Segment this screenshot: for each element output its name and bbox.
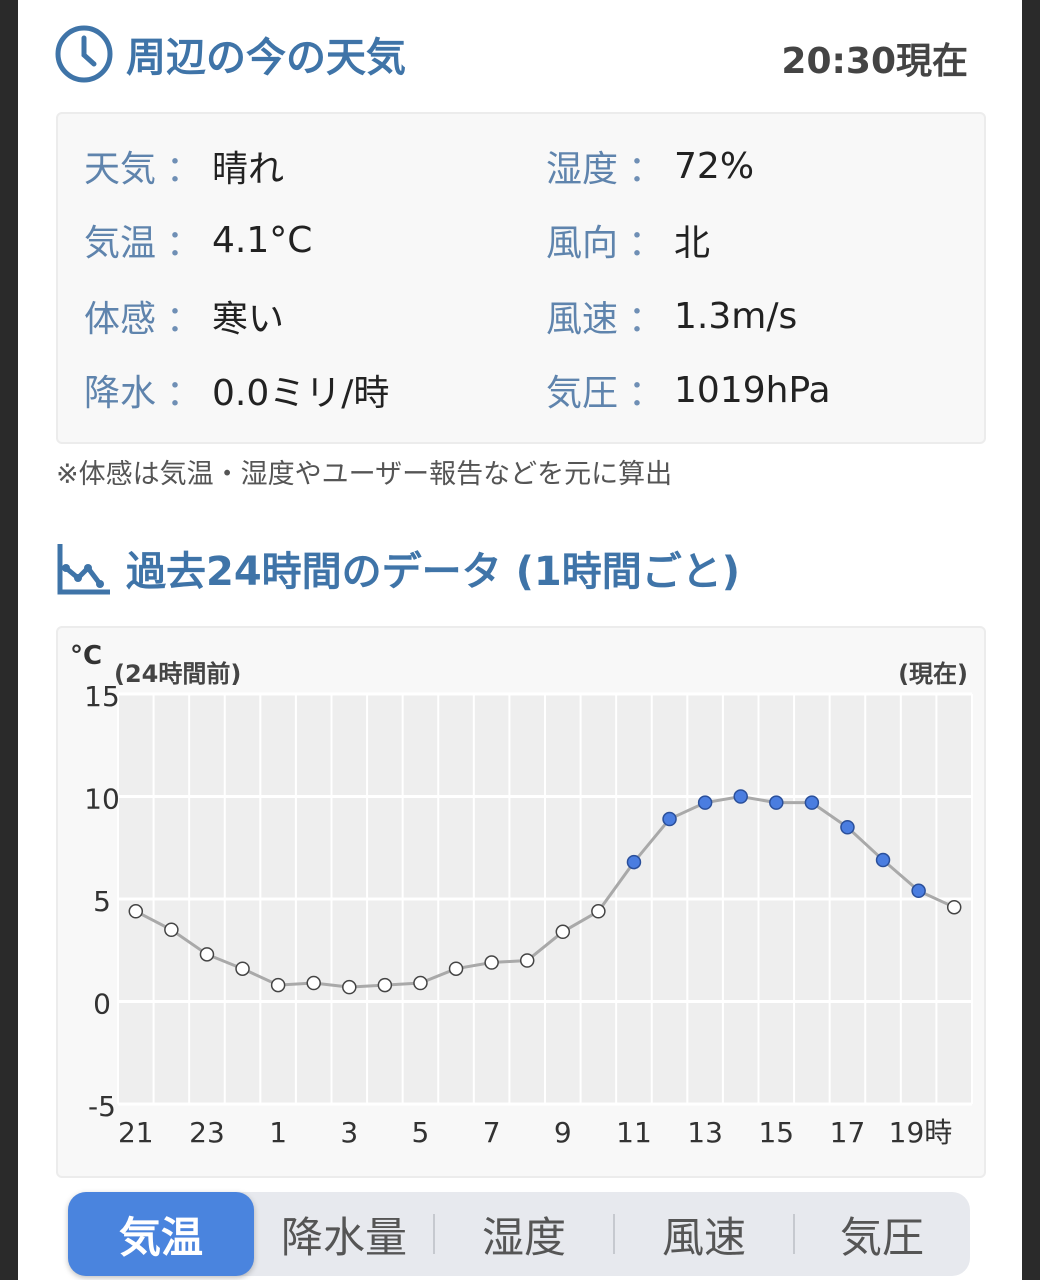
condition-label: 風速 xyxy=(546,299,619,340)
condition-separator: ： xyxy=(166,373,203,414)
condition-value: 0.0ミリ/時 xyxy=(212,373,390,414)
tab-divider xyxy=(613,1214,615,1254)
condition-1: 湿度： 72% xyxy=(546,140,754,192)
condition-value: 4.1°C xyxy=(212,219,313,261)
tab-2[interactable]: 湿度 xyxy=(481,1212,566,1262)
condition-4: 体感：寒い xyxy=(84,290,284,342)
condition-label: 風向 xyxy=(546,223,619,264)
tab-4[interactable]: 気圧 xyxy=(839,1212,924,1262)
condition-separator: ： xyxy=(628,223,665,264)
condition-label: 気温 xyxy=(84,223,157,264)
condition-label: 湿度 xyxy=(546,149,619,190)
condition-separator: ： xyxy=(166,149,203,190)
condition-label: 天気 xyxy=(84,149,157,190)
tab-0[interactable]: 気温 xyxy=(68,1192,254,1276)
current-weather-title: 周辺の今の天気 xyxy=(126,35,406,81)
current-weather-header: 周辺の今の天気 xyxy=(54,24,406,84)
condition-3: 風向：北 xyxy=(546,214,710,266)
temperature-chart-panel xyxy=(56,626,986,1178)
condition-6: 降水： 0.0ミリ/時 xyxy=(84,364,389,416)
condition-5: 風速： 1.3m/s xyxy=(546,290,797,342)
condition-label: 降水 xyxy=(84,373,157,414)
condition-value: 北 xyxy=(674,223,711,264)
condition-separator: ： xyxy=(166,299,203,340)
feels-like-note: ※体感は気温・湿度やユーザー報告などを元に算出 xyxy=(56,459,673,490)
condition-value: 1019hPa xyxy=(674,369,831,411)
condition-label: 体感 xyxy=(84,299,157,340)
clock-icon xyxy=(54,24,114,84)
condition-separator: ： xyxy=(628,373,665,414)
data-type-tabs: 気温 降水量 湿度 風速 気圧 xyxy=(68,1192,970,1276)
tab-divider xyxy=(793,1214,795,1254)
history-header: 過去24時間のデータ (1時間ごと) xyxy=(54,538,740,598)
condition-value: 寒い xyxy=(212,299,285,340)
current-time: 20:30現在 xyxy=(781,41,968,82)
condition-separator: ： xyxy=(628,299,665,340)
condition-separator: ： xyxy=(166,223,203,264)
tab-divider xyxy=(433,1214,435,1254)
condition-2: 気温： 4.1°C xyxy=(84,214,312,266)
tab-1[interactable]: 降水量 xyxy=(280,1212,407,1262)
tab-3[interactable]: 風速 xyxy=(661,1212,746,1262)
condition-value: 72% xyxy=(674,145,755,187)
condition-value: 晴れ xyxy=(212,149,285,190)
weather-page: 周辺の今の天気 20:30現在 ※体感は気温・湿度やユーザー報告などを元に算出 … xyxy=(18,0,1022,1280)
history-title: 過去24時間のデータ (1時間ごと) xyxy=(126,549,740,595)
line-chart-icon xyxy=(54,538,114,598)
condition-separator: ： xyxy=(628,149,665,190)
condition-7: 気圧： 1019hPa xyxy=(546,364,831,416)
condition-0: 天気：晴れ xyxy=(84,140,284,192)
condition-value: 1.3m/s xyxy=(674,295,798,337)
condition-label: 気圧 xyxy=(546,373,619,414)
current-conditions-panel xyxy=(56,112,986,444)
